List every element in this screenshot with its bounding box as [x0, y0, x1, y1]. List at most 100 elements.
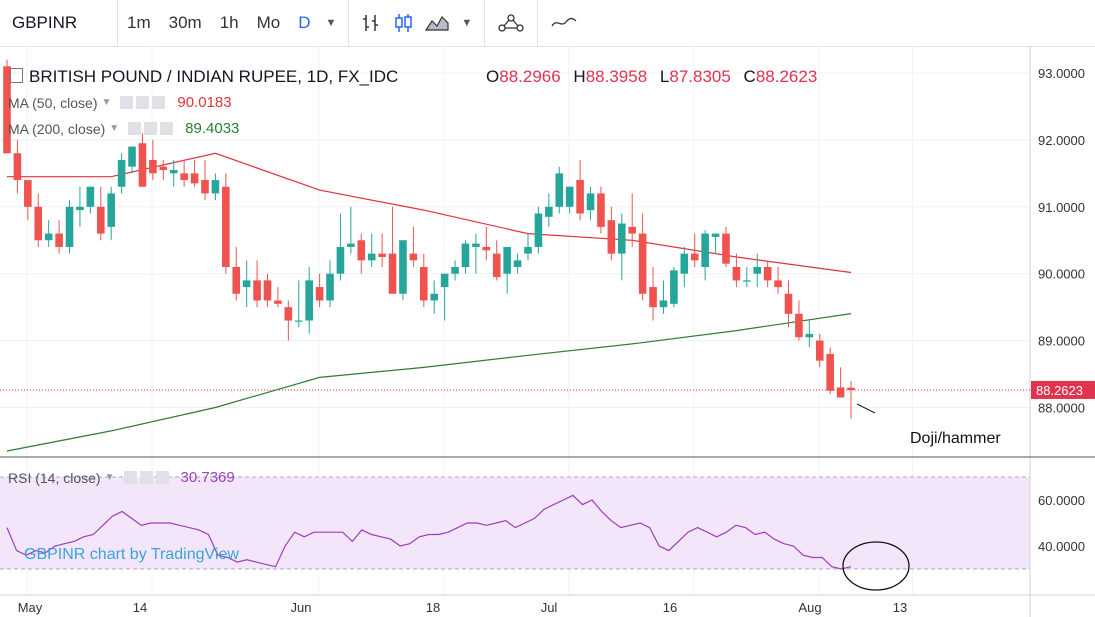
candle-body — [294, 320, 303, 322]
candle-body — [76, 206, 84, 211]
candle-body — [190, 173, 199, 184]
rsi-legend[interactable]: RSI (14, close) ▼ 30.7369 — [8, 469, 235, 486]
rsi-label: RSI (14, close) — [8, 469, 101, 486]
candle-body — [492, 253, 501, 278]
close-icon[interactable] — [160, 122, 174, 135]
axes-layer: 93.0000 92.0000 91.0000 90.0000 89.0000 88.00… — [0, 46, 1095, 617]
candle-body — [753, 267, 762, 274]
candle-body — [399, 240, 407, 294]
chevron-down-icon[interactable]: ▼ — [325, 17, 337, 29]
candle-body — [253, 280, 261, 301]
top-toolbar: GBPINR 1m 30m 1h Mo D ▼ ▼ — [0, 0, 1095, 47]
chart-title: BRITISH POUND / INDIAN RUPEE, 1D, FX_IDC — [10, 67, 398, 87]
chevron-down-icon[interactable]: ▼ — [101, 97, 112, 108]
rsi-tick-label: 40.0000 — [1038, 539, 1085, 554]
ma50-legend[interactable]: MA (50, close) ▼ 90.0183 — [8, 94, 232, 111]
close-icon[interactable] — [155, 471, 169, 484]
time-tick-label: May — [18, 600, 43, 615]
indicators-icon[interactable] — [491, 0, 531, 46]
candle-body — [169, 170, 178, 174]
rsi-layer: GBPINR chart by TradingView — [0, 476, 1030, 570]
candle-body — [784, 293, 793, 314]
collapse-icon[interactable] — [10, 68, 23, 83]
chevron-down-icon[interactable]: ▼ — [104, 472, 115, 483]
price-tick-label: 91.0000 — [1038, 200, 1085, 215]
candle-body — [3, 66, 11, 154]
gear-icon[interactable] — [139, 471, 153, 484]
visibility-icon[interactable] — [123, 471, 137, 484]
chevron-down-icon[interactable]: ▼ — [109, 123, 120, 134]
candle-body — [836, 387, 845, 398]
candle-body — [242, 280, 251, 288]
ma200-layer — [6, 313, 852, 452]
interval-day[interactable]: D — [298, 13, 311, 32]
candle-body — [305, 280, 313, 321]
candle-body — [617, 223, 626, 254]
close-label: C — [743, 67, 756, 86]
candle-body — [711, 233, 720, 237]
candle-body — [274, 300, 282, 304]
candle-body — [826, 353, 834, 391]
annotation-circle — [842, 541, 910, 591]
gear-icon[interactable] — [144, 122, 158, 135]
time-tick-label: Aug — [798, 600, 821, 615]
annotation-layer: Doji/hammer — [842, 403, 1001, 591]
candle-body — [388, 253, 397, 294]
candle-body — [805, 333, 814, 338]
ohlc-readout: O88.2966 H88.3958 L87.8305 C88.2623 — [486, 67, 825, 87]
candle-body — [430, 293, 439, 301]
high-label: H — [573, 67, 586, 86]
candle-body — [34, 206, 43, 241]
candle-body — [24, 180, 32, 207]
candle-body — [482, 246, 491, 251]
area-chart-icon[interactable] — [419, 0, 455, 46]
candle-body — [732, 267, 741, 281]
interval-1h[interactable]: 1h — [219, 13, 239, 32]
close-icon[interactable] — [152, 96, 166, 109]
ma200-legend[interactable]: MA (200, close) ▼ 89.4033 — [8, 120, 239, 137]
candle-body — [628, 226, 636, 234]
last-price-label: 88.2623 — [1036, 383, 1083, 398]
low-value: 87.8305 — [669, 67, 731, 86]
candlestick-icon[interactable] — [387, 0, 419, 46]
visibility-icon[interactable] — [120, 96, 134, 109]
candle-body — [649, 287, 657, 308]
candle-body — [232, 267, 241, 294]
candle-body — [326, 273, 334, 301]
annotation-pointer — [856, 403, 876, 414]
time-tick-label: 14 — [133, 600, 147, 615]
candle-body — [534, 213, 543, 247]
watermark: GBPINR chart by TradingView — [24, 546, 239, 563]
chevron-down-icon[interactable]: ▼ — [461, 17, 473, 29]
candle-body — [795, 313, 803, 338]
interval-month[interactable]: Mo — [256, 13, 281, 32]
chart-canvas[interactable]: GBPINR chart by TradingView 93.0000 92.00… — [0, 46, 1095, 617]
symbol-selector[interactable]: GBPINR — [0, 0, 118, 46]
candle-body — [545, 206, 553, 217]
candle-body — [847, 387, 855, 390]
bar-chart-icon[interactable] — [355, 0, 387, 46]
price-tick-label: 89.0000 — [1038, 334, 1085, 349]
interval-30m[interactable]: 30m — [168, 13, 202, 32]
visibility-icon[interactable] — [128, 122, 142, 135]
candle-body — [409, 253, 418, 261]
candle-body — [586, 193, 595, 211]
candle-body — [461, 243, 470, 268]
candle-body — [284, 307, 293, 321]
candle-body — [180, 173, 188, 181]
candle-body — [638, 233, 647, 294]
candle-body — [13, 153, 22, 181]
candle-body — [503, 246, 511, 274]
compare-icon[interactable] — [544, 0, 584, 46]
gear-icon[interactable] — [136, 96, 150, 109]
annotation-text: Doji/hammer — [910, 430, 1001, 447]
rsi-value: 30.7369 — [180, 469, 235, 486]
candle-body — [722, 233, 730, 264]
candle-body — [701, 233, 709, 268]
close-value: 88.2623 — [755, 67, 818, 86]
candle-body — [440, 273, 449, 288]
interval-1m[interactable]: 1m — [127, 13, 151, 32]
candle-body — [86, 186, 95, 207]
candle-body — [763, 267, 772, 281]
low-label: L — [659, 67, 670, 86]
